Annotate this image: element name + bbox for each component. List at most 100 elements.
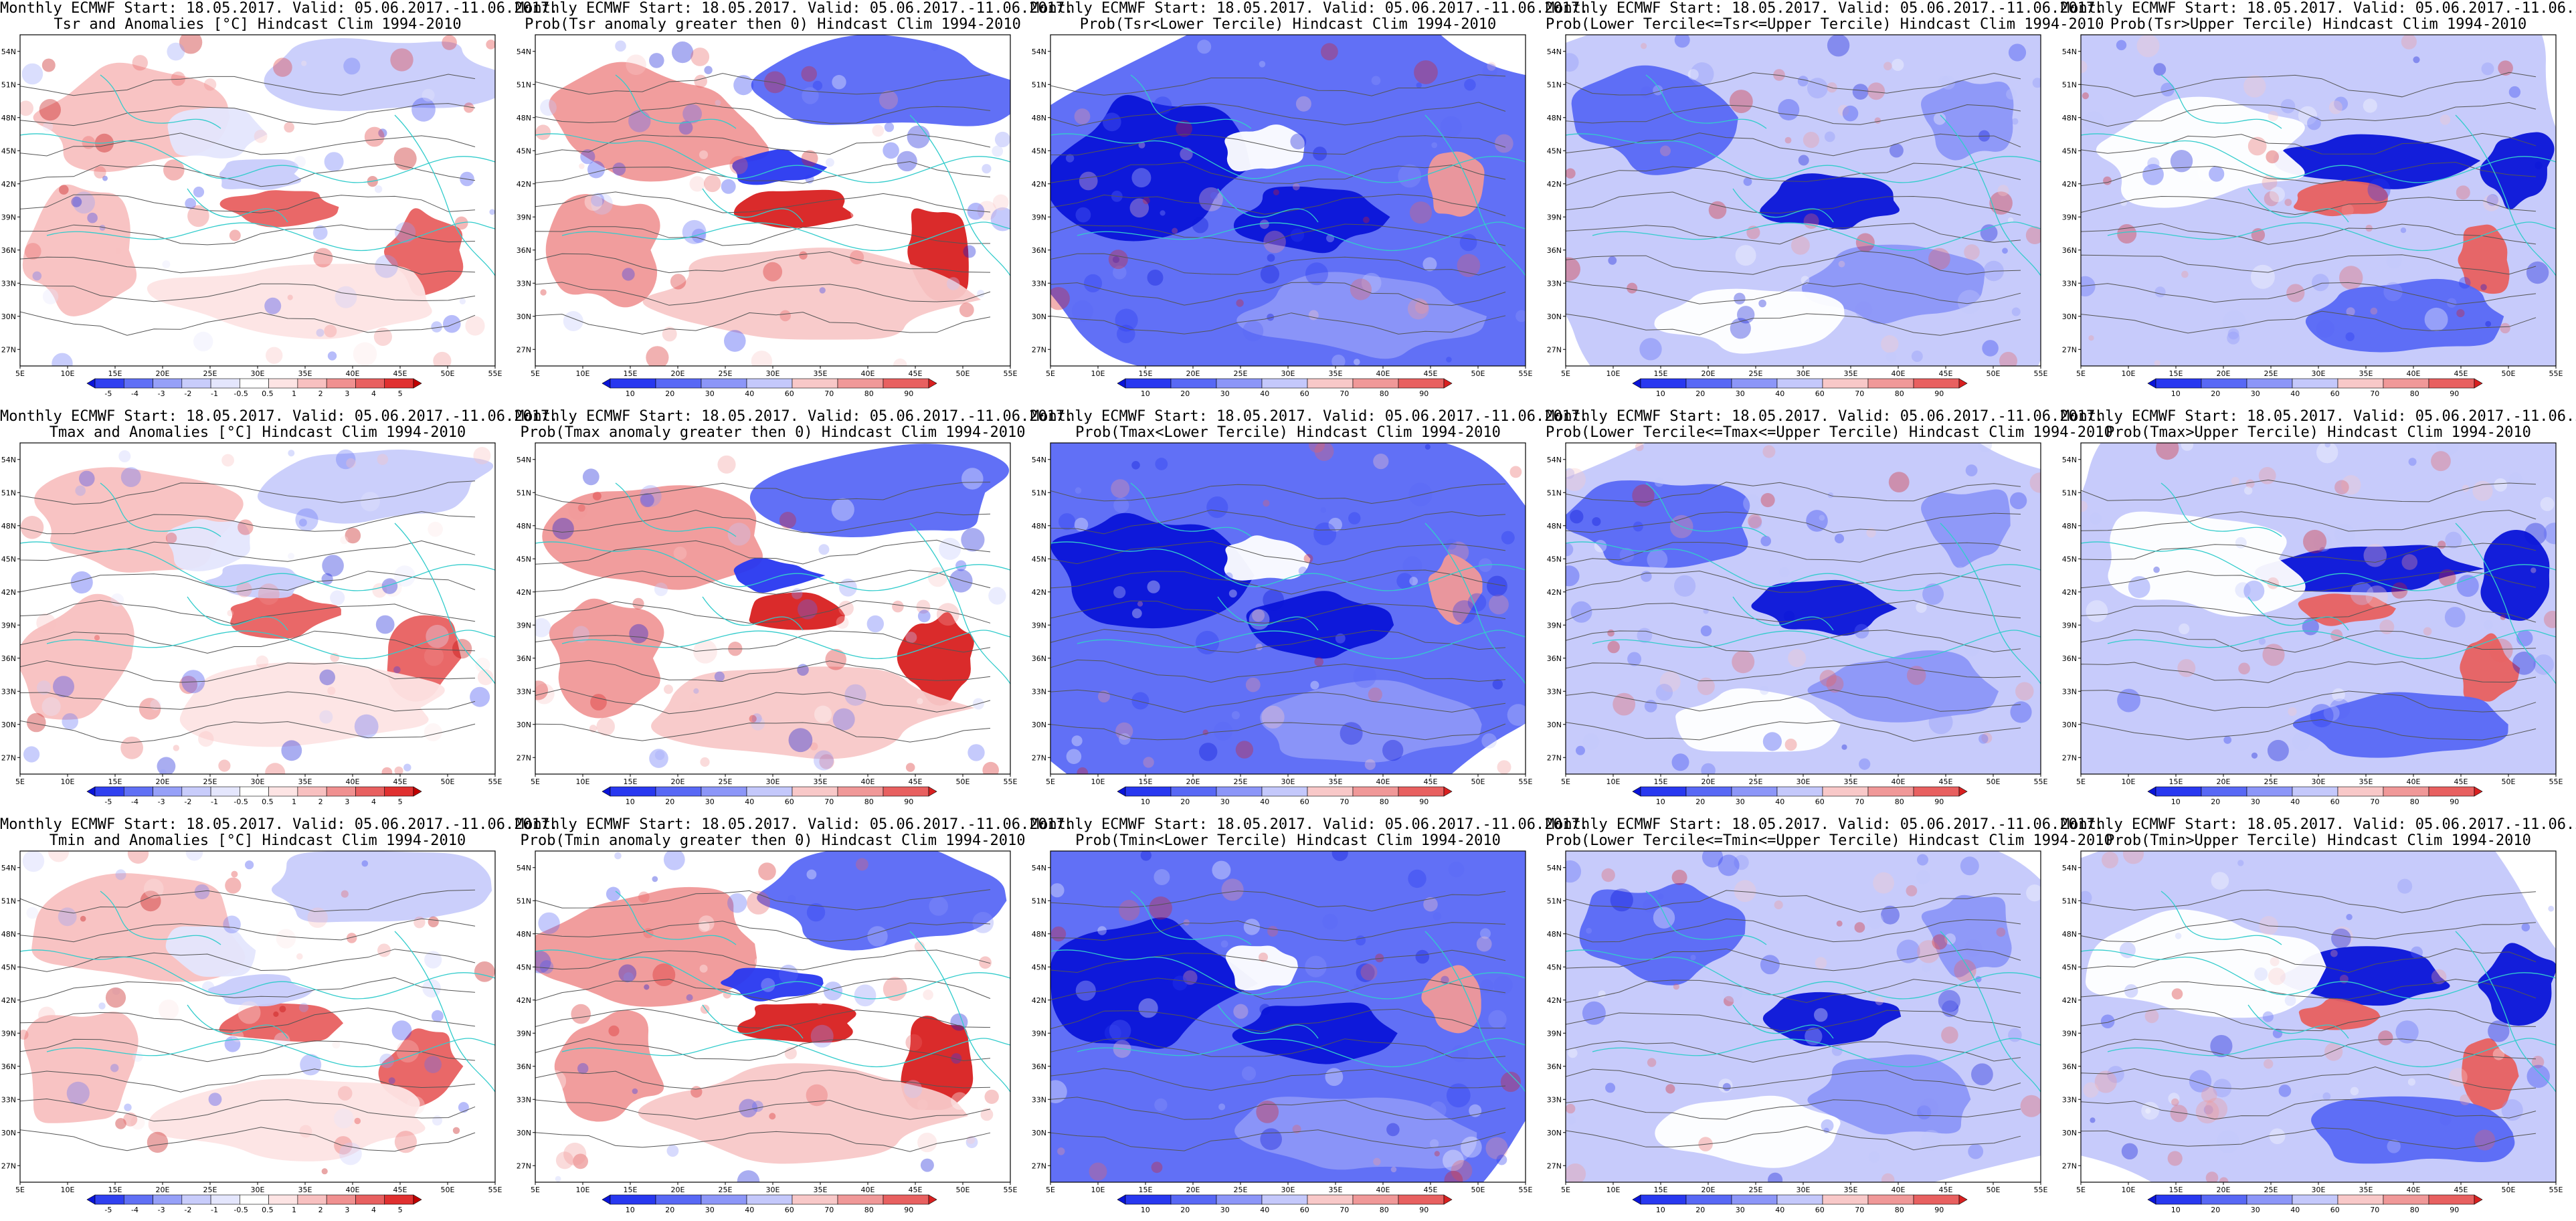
colorbar-segment xyxy=(210,1194,240,1205)
colorbar-segment xyxy=(1822,378,1869,389)
y-tick-label: 30N xyxy=(1547,1129,1562,1137)
y-tick-label: 36N xyxy=(1547,1062,1562,1071)
panel-title: Tmax and Anomalies [°C] Hindcast Clim 19… xyxy=(49,424,466,441)
contour-line xyxy=(1566,630,2021,652)
colorbar-label: 10 xyxy=(626,1206,635,1214)
y-tick-label: 39N xyxy=(1032,1029,1046,1038)
y-tick-label: 36N xyxy=(1,654,16,663)
colorbar-label: 90 xyxy=(1934,1206,1944,1214)
panel-title: Prob(Tmin>Upper Tercile) Hindcast Clim 1… xyxy=(2106,832,2531,849)
y-tick-label: 54N xyxy=(2062,456,2077,464)
x-tick-label: 35E xyxy=(298,1186,312,1194)
y-tick-label: 48N xyxy=(1,930,16,939)
colorbar-label: 40 xyxy=(745,389,754,398)
x-tick-label: 25E xyxy=(2264,777,2278,786)
field-region xyxy=(167,107,268,159)
x-tick-label: 15E xyxy=(108,369,122,378)
y-tick-label: 42N xyxy=(2062,588,2077,597)
y-tick-label: 39N xyxy=(1,1029,16,1038)
colorbar-label: 40 xyxy=(2290,389,2300,398)
colorbar-label: 60 xyxy=(1300,797,1309,806)
coastline xyxy=(1050,133,1526,183)
x-tick-label: 20E xyxy=(156,1186,170,1194)
field-region xyxy=(2298,998,2381,1030)
field-region xyxy=(1571,65,1738,175)
colorbar-segment xyxy=(1913,1194,1960,1205)
map-svg: 5E 10E 15E 20E 25E 30E 35E 40E 45E 50E 55E 27N 30N 33… xyxy=(1547,850,2048,1214)
y-tick-label: 30N xyxy=(1,721,16,729)
x-tick-label: 50E xyxy=(441,369,455,378)
map-field xyxy=(1566,443,2041,774)
contour-line xyxy=(2081,223,2537,245)
colorbar: 10 20 30 40 60 70 80 90 xyxy=(1632,786,1968,806)
colorbar-segment xyxy=(1307,1194,1354,1205)
coastline xyxy=(2081,949,2556,1000)
contour-line xyxy=(1566,720,2021,742)
x-tick-label: 15E xyxy=(2169,1186,2183,1194)
colorbar-segment xyxy=(2337,1194,2384,1205)
x-tick-label: 15E xyxy=(1139,777,1153,786)
colorbar-segment xyxy=(2246,1194,2293,1205)
x-tick-label: 15E xyxy=(2169,369,2183,378)
y-tick-label: 36N xyxy=(2062,654,2077,663)
colorbar-label: 90 xyxy=(904,389,913,398)
x-tick-label: 55E xyxy=(1004,369,1018,378)
field-region xyxy=(751,35,1010,126)
y-tick-label: 51N xyxy=(1032,488,1046,497)
colorbar-label: 20 xyxy=(665,1206,674,1214)
colorbar-label: -5 xyxy=(104,797,112,806)
colorbar-segment xyxy=(1352,1194,1399,1205)
x-tick-label: 5E xyxy=(1046,1186,1055,1194)
colorbar-label: 80 xyxy=(1380,1206,1389,1214)
y-tick-label: 54N xyxy=(1032,864,1046,872)
colorbar-label: 90 xyxy=(1419,1206,1429,1214)
y-tick-label: 30N xyxy=(1032,312,1046,321)
field-region xyxy=(2458,224,2510,294)
x-tick-label: 5E xyxy=(2076,777,2086,786)
colorbar-segment xyxy=(1731,1194,1778,1205)
y-tick-label: 33N xyxy=(1,279,16,288)
x-tick-label: 25E xyxy=(2264,1186,2278,1194)
x-tick-label: 5E xyxy=(531,369,540,378)
contour-line xyxy=(1050,74,1506,96)
colorbar-segment xyxy=(181,1194,211,1205)
coastline xyxy=(46,1038,495,1068)
panel-tmin-plow: Monthly ECMWF Start: 18.05.2017. Valid: … xyxy=(1030,816,1588,1221)
colorbar-segment xyxy=(2428,786,2475,797)
colorbar-label: 70 xyxy=(1340,797,1349,806)
colorbar-segment xyxy=(1261,1194,1308,1205)
x-tick-label: 10E xyxy=(576,369,590,378)
coastline xyxy=(702,188,804,223)
map-field xyxy=(535,35,1010,366)
colorbar-label: 20 xyxy=(1695,389,1705,398)
contour-line xyxy=(2081,661,2537,683)
y-tick-label: 36N xyxy=(1547,654,1562,663)
contour-line xyxy=(2081,161,2537,187)
map-svg: 5E 10E 15E 20E 25E 30E 35E 40E 45E 50E 55E 27N 30N 33… xyxy=(517,442,1018,806)
panel-title: Prob(Tmax anomaly greater then 0) Hindca… xyxy=(520,424,1026,441)
y-tick-label: 33N xyxy=(1,687,16,696)
colorbar-segment xyxy=(1822,786,1869,797)
y-tick-label: 51N xyxy=(2062,897,2077,905)
x-tick-label: 35E xyxy=(814,777,828,786)
x-tick-label: 40E xyxy=(861,1186,875,1194)
colorbar-segment xyxy=(1125,378,1172,389)
colorbar-segment xyxy=(384,786,414,797)
y-tick-label: 54N xyxy=(1,48,16,56)
colorbar-segment xyxy=(2428,378,2475,389)
y-tick-label: 51N xyxy=(1547,897,1562,905)
x-tick-label: 25E xyxy=(1749,1186,1763,1194)
panel-title: Prob(Tsr anomaly greater then 0) Hindcas… xyxy=(525,16,1021,33)
y-tick-label: 30N xyxy=(1547,721,1562,729)
colorbar-segment xyxy=(1913,378,1960,389)
coastline xyxy=(2107,1038,2556,1068)
x-tick-label: 45E xyxy=(2454,369,2468,378)
contour-line xyxy=(1050,509,1506,535)
x-tick-label: 30E xyxy=(1281,1186,1295,1194)
contour-line xyxy=(20,480,476,505)
y-tick-label: 30N xyxy=(517,721,531,729)
x-tick-label: 55E xyxy=(2034,369,2048,378)
contour-line xyxy=(535,191,991,213)
coastline xyxy=(909,523,1010,684)
colorbar-label: 70 xyxy=(1855,1206,1864,1214)
